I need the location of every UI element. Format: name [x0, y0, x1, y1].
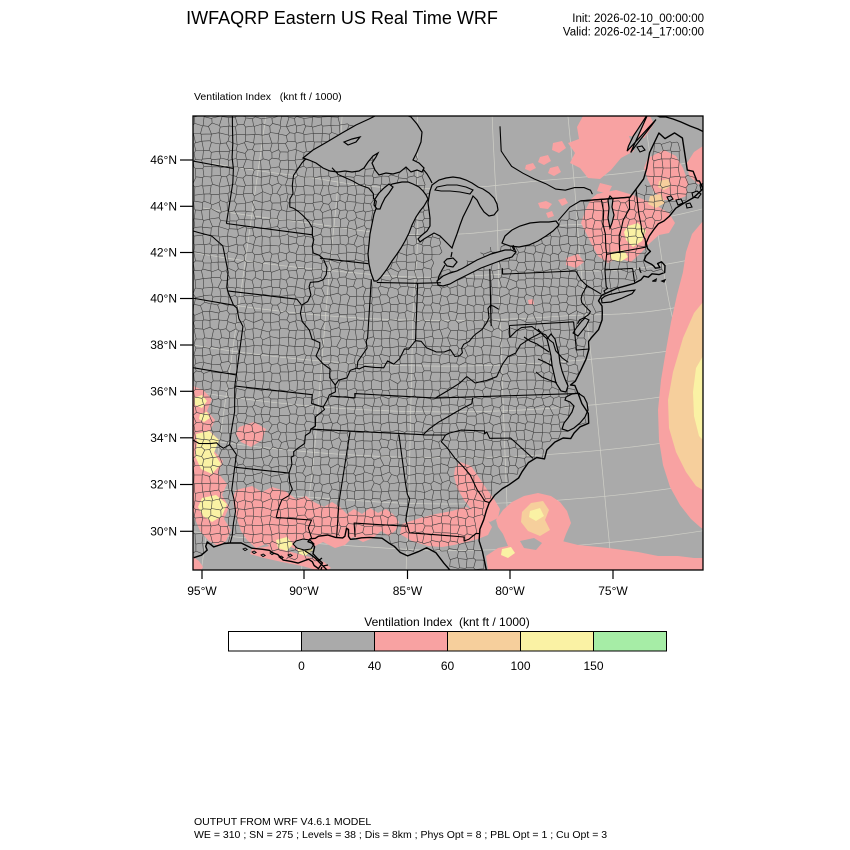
svg-text:95°W: 95°W [187, 584, 217, 598]
svg-text:75°W: 75°W [598, 584, 628, 598]
svg-text:90°W: 90°W [289, 584, 319, 598]
svg-text:34°N: 34°N [150, 431, 177, 445]
svg-text:Ventilation Index (knt ft / 1: Ventilation Index (knt ft / 1000) [364, 615, 529, 629]
svg-text:46°N: 46°N [150, 153, 177, 167]
svg-text:38°N: 38°N [150, 338, 177, 352]
svg-text:44°N: 44°N [150, 199, 177, 213]
svg-text:32°N: 32°N [150, 478, 177, 492]
svg-text:Valid: 2026-02-14_17:00:00: Valid: 2026-02-14_17:00:00 [563, 27, 704, 39]
svg-text:40: 40 [368, 659, 382, 673]
svg-text:60: 60 [441, 659, 455, 673]
svg-text:IWFAQRP Eastern US Real Time W: IWFAQRP Eastern US Real Time WRF [186, 8, 498, 28]
svg-text:150: 150 [583, 659, 603, 673]
svg-text:OUTPUT FROM WRF V4.6.1 MODEL: OUTPUT FROM WRF V4.6.1 MODEL [194, 816, 371, 828]
svg-text:Init: 2026-02-10_00:00:00: Init: 2026-02-10_00:00:00 [572, 13, 704, 25]
svg-text:85°W: 85°W [393, 584, 423, 598]
svg-text:42°N: 42°N [150, 246, 177, 260]
svg-text:100: 100 [510, 659, 530, 673]
svg-text:36°N: 36°N [150, 384, 177, 398]
svg-text:40°N: 40°N [150, 292, 177, 306]
svg-text:0: 0 [298, 659, 305, 673]
svg-text:WE = 310 ; SN = 275 ; Levels =: WE = 310 ; SN = 275 ; Levels = 38 ; Dis … [194, 829, 607, 841]
svg-text:30°N: 30°N [150, 524, 177, 538]
svg-text:80°W: 80°W [495, 584, 525, 598]
svg-text:Ventilation Index (knt ft /: Ventilation Index (knt ft / 1000) [194, 91, 342, 103]
